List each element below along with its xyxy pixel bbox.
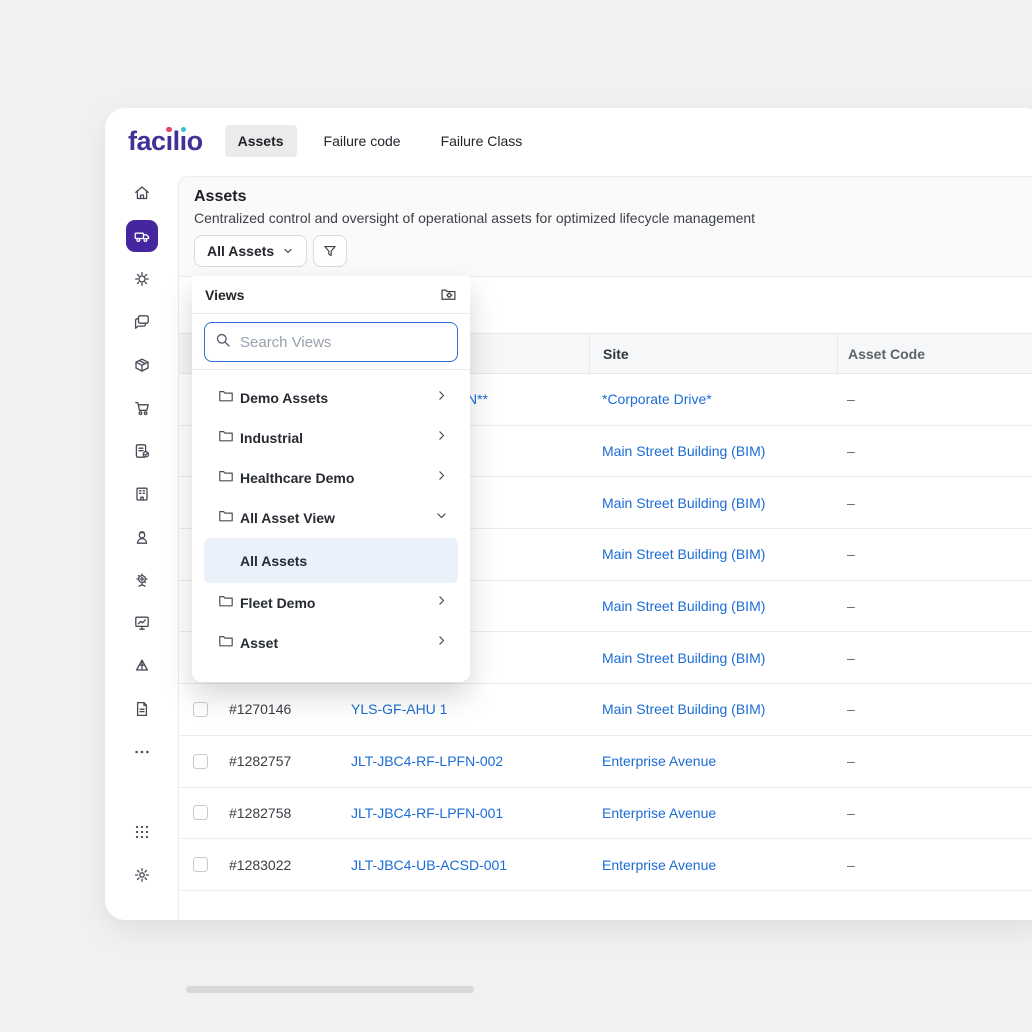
horizontal-scrollbar[interactable] bbox=[186, 986, 474, 993]
asset-site-link[interactable]: Enterprise Avenue bbox=[602, 753, 717, 770]
folder-icon bbox=[218, 633, 234, 654]
home-icon[interactable] bbox=[133, 184, 151, 202]
asset-id: #1283022 bbox=[229, 856, 292, 873]
asset-id: #1282758 bbox=[229, 804, 292, 821]
asset-code: – bbox=[847, 856, 855, 873]
chevron-right-icon bbox=[435, 469, 448, 487]
header-site-col[interactable]: Site bbox=[589, 334, 837, 373]
asset-code: – bbox=[847, 598, 855, 615]
asset-code: – bbox=[847, 443, 855, 460]
row-checkbox[interactable] bbox=[193, 701, 208, 717]
folder-icon bbox=[218, 593, 234, 614]
page-header: Assets Centralized control and oversight… bbox=[179, 177, 1032, 277]
chevron-down-icon bbox=[282, 245, 294, 257]
asset-code: – bbox=[847, 649, 855, 666]
document-check-icon[interactable] bbox=[133, 442, 151, 460]
header-asset-code-col[interactable]: Asset Code bbox=[837, 334, 1032, 373]
grid-apps-icon[interactable] bbox=[133, 823, 151, 841]
view-selector-button[interactable]: All Assets bbox=[194, 235, 308, 267]
asset-name-link[interactable]: JLT-JBC4-RF-LPFN-002 bbox=[351, 753, 504, 770]
views-folder-healthcare-demo[interactable]: Healthcare Demo bbox=[204, 458, 458, 498]
asset-name-link[interactable]: N** bbox=[467, 391, 489, 408]
document-icon[interactable] bbox=[133, 700, 151, 718]
folder-icon bbox=[218, 468, 234, 489]
gear-wrench-icon[interactable] bbox=[133, 270, 151, 288]
cart-icon[interactable] bbox=[133, 399, 151, 417]
list-controls: All Assets bbox=[194, 235, 1032, 267]
chat-icon[interactable] bbox=[133, 313, 151, 331]
views-folder-demo-assets[interactable]: Demo Assets bbox=[204, 378, 458, 418]
monitor-chart-icon[interactable] bbox=[133, 614, 151, 632]
asset-site-link[interactable]: Enterprise Avenue bbox=[602, 804, 717, 821]
asset-name-link[interactable]: YLS-GF-AHU 1 bbox=[351, 701, 448, 718]
views-folder-all-asset-view[interactable]: All Asset View bbox=[204, 498, 458, 538]
chevron-right-icon bbox=[435, 429, 448, 447]
ellipsis-icon[interactable] bbox=[133, 743, 151, 761]
table-row[interactable]: #1283022 JLT-JBC4-UB-ACSD-001 Enterprise… bbox=[179, 839, 1032, 891]
asset-site-link[interactable]: *Corporate Drive* bbox=[602, 391, 712, 408]
facilio-logo: facılıo bbox=[128, 125, 203, 156]
search-icon bbox=[215, 332, 231, 353]
asset-site-link[interactable]: Main Street Building (BIM) bbox=[602, 598, 766, 615]
divider bbox=[192, 369, 470, 370]
tab-failure-class[interactable]: Failure Class bbox=[440, 133, 523, 149]
table-row[interactable]: #1282757 JLT-JBC4-RF-LPFN-002 Enterprise… bbox=[179, 735, 1032, 788]
asset-name-link[interactable]: JLT-JBC4-RF-LPFN-001 bbox=[351, 804, 504, 821]
asset-code: – bbox=[847, 546, 855, 563]
asset-id: #1282757 bbox=[229, 753, 292, 770]
table-row[interactable]: #1270146 YLS-GF-AHU 1 Main Street Buildi… bbox=[179, 684, 1032, 736]
asset-code: – bbox=[847, 753, 855, 770]
package-icon[interactable] bbox=[133, 356, 151, 374]
asset-site-link[interactable]: Main Street Building (BIM) bbox=[602, 494, 766, 511]
page-subtitle: Centralized control and oversight of ope… bbox=[194, 210, 756, 226]
views-folder-fleet-demo[interactable]: Fleet Demo bbox=[204, 583, 458, 623]
views-panel-title: Views bbox=[205, 286, 245, 303]
views-item-all-assets-selected[interactable]: All Assets bbox=[204, 538, 458, 583]
chevron-right-icon bbox=[435, 634, 448, 652]
asset-name-link[interactable]: JLT-JBC4-UB-ACSD-001 bbox=[351, 856, 508, 873]
views-dropdown: Views Demo Assets Industrial Healthcare … bbox=[192, 276, 470, 682]
worker-icon[interactable] bbox=[133, 528, 151, 546]
top-bar: facılıo Assets Failure code Failure Clas… bbox=[105, 108, 1032, 174]
asset-id: #1270146 bbox=[229, 701, 292, 718]
asset-code: – bbox=[847, 804, 855, 821]
asset-site-link[interactable]: Main Street Building (BIM) bbox=[602, 546, 766, 563]
chevron-right-icon bbox=[435, 594, 448, 612]
gear-user-icon[interactable] bbox=[133, 571, 151, 589]
table-row[interactable]: #1282758 JLT-JBC4-RF-LPFN-001 Enterprise… bbox=[179, 787, 1032, 840]
chevron-down-icon bbox=[435, 509, 448, 527]
folder-icon bbox=[218, 428, 234, 449]
views-search-box bbox=[204, 322, 458, 362]
funnel-icon bbox=[322, 243, 338, 259]
asset-site-link[interactable]: Enterprise Avenue bbox=[602, 856, 717, 873]
asset-site-link[interactable]: Main Street Building (BIM) bbox=[602, 443, 766, 460]
chevron-right-icon bbox=[435, 389, 448, 407]
sidebar bbox=[105, 176, 178, 920]
filter-button[interactable] bbox=[313, 235, 348, 267]
settings-gear-icon[interactable] bbox=[133, 866, 151, 884]
folder-icon bbox=[218, 388, 234, 409]
views-folder-asset[interactable]: Asset bbox=[204, 623, 458, 663]
row-checkbox[interactable] bbox=[193, 857, 208, 873]
module-tabs: Assets Failure code Failure Class bbox=[224, 125, 536, 157]
asset-vehicle-icon[interactable] bbox=[125, 220, 158, 252]
tab-failure-code[interactable]: Failure code bbox=[323, 133, 401, 149]
search-views-input[interactable] bbox=[238, 332, 447, 352]
page-title: Assets bbox=[194, 188, 247, 205]
pyramid-icon[interactable] bbox=[133, 657, 151, 675]
row-checkbox[interactable] bbox=[193, 753, 208, 769]
asset-code: – bbox=[847, 701, 855, 718]
tab-assets[interactable]: Assets bbox=[224, 125, 297, 157]
folder-icon bbox=[218, 508, 234, 529]
asset-site-link[interactable]: Main Street Building (BIM) bbox=[602, 649, 766, 666]
asset-code: – bbox=[847, 494, 855, 511]
row-checkbox[interactable] bbox=[193, 805, 208, 821]
building-icon[interactable] bbox=[133, 485, 151, 503]
views-folder-industrial[interactable]: Industrial bbox=[204, 418, 458, 458]
asset-site-link[interactable]: Main Street Building (BIM) bbox=[602, 701, 766, 718]
asset-code: – bbox=[847, 391, 855, 408]
views-list: Demo Assets Industrial Healthcare Demo A… bbox=[192, 370, 470, 675]
folder-gear-icon[interactable] bbox=[440, 286, 457, 303]
view-selector-label: All Assets bbox=[207, 243, 275, 259]
